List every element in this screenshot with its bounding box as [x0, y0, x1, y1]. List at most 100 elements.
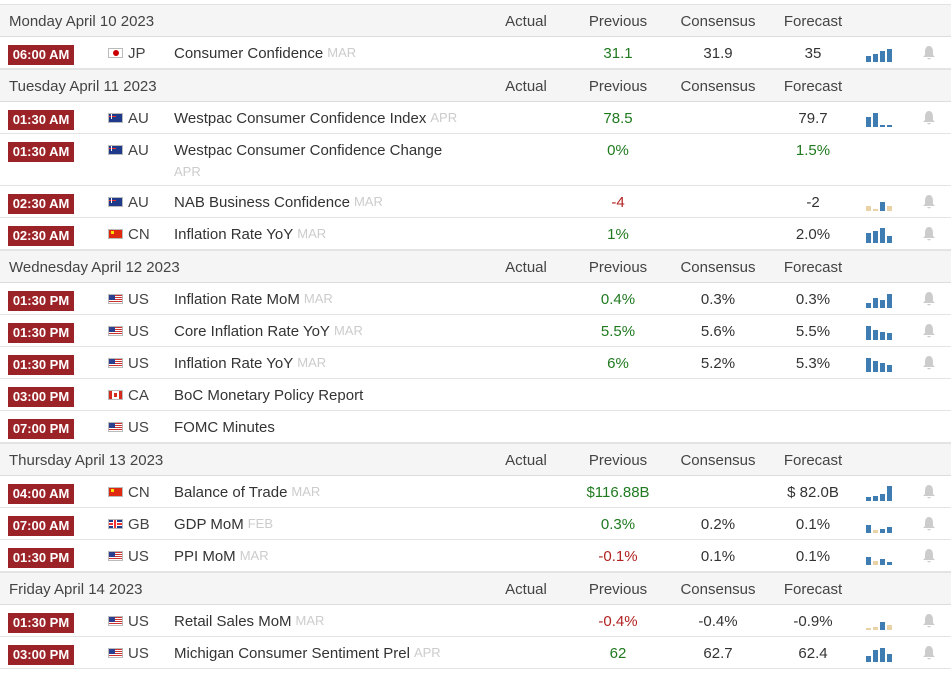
previous-value: 62: [609, 645, 627, 662]
sparkline-bar: [880, 51, 885, 62]
sparkline-bar: [880, 228, 885, 243]
bell-icon[interactable]: [922, 516, 936, 532]
event-row[interactable]: 01:30 PM US PPI MoM MAR -0.1% 0.1% 0.1%: [0, 540, 951, 572]
bell-icon[interactable]: [922, 355, 936, 371]
bell-icon[interactable]: [922, 110, 936, 126]
event-row[interactable]: 01:30 PM US Retail Sales MoM MAR -0.4% -0.4% -…: [0, 605, 951, 637]
event-row[interactable]: 04:00 AM CN Balance of Trade MAR $116.88B $ 8…: [0, 476, 951, 508]
event-row[interactable]: 02:30 AM AU NAB Business Confidence MAR -4 -2: [0, 186, 951, 218]
time-badge: 01:30 AM: [8, 110, 74, 130]
bell-icon[interactable]: [922, 226, 936, 242]
column-header-forecast: Forecast: [783, 452, 843, 469]
time-badge: 07:00 AM: [8, 516, 74, 536]
event-row[interactable]: 07:00 PM US FOMC Minutes: [0, 411, 951, 443]
country-code: CN: [128, 226, 150, 243]
consensus-value: -0.4%: [698, 613, 738, 630]
flag-us-icon: [108, 422, 123, 432]
event-name[interactable]: Inflation Rate YoY MAR: [174, 355, 327, 372]
event-row[interactable]: 01:30 AM AU Westpac Consumer Confidence In…: [0, 102, 951, 134]
event-row[interactable]: 01:30 PM US Inflation Rate YoY MAR 6% 5.2% 5.3…: [0, 347, 951, 379]
sparkline-bar: [873, 561, 878, 565]
event-row[interactable]: 07:00 AM GB GDP MoM FEB 0.3% 0.2% 0.1%: [0, 508, 951, 540]
forecast-value: 5.5%: [795, 323, 831, 340]
consensus-value: 5.6%: [700, 323, 736, 340]
event-name[interactable]: Balance of Trade MAR: [174, 484, 321, 501]
event-name[interactable]: GDP MoM FEB: [174, 516, 274, 533]
sparkline-bar: [880, 202, 885, 211]
sparkline-bar: [880, 559, 885, 565]
flag-us-icon: [108, 616, 123, 626]
event-name[interactable]: Inflation Rate YoY MAR: [174, 226, 327, 243]
forecast-value: 35: [804, 45, 822, 62]
event-row[interactable]: 03:00 PM CA BoC Monetary Policy Report: [0, 379, 951, 411]
sparkline-bar: [873, 361, 878, 372]
country-code: US: [128, 419, 149, 436]
event-row[interactable]: 06:00 AM JP Consumer Confidence MAR 31.1 31.9…: [0, 37, 951, 69]
event-name[interactable]: Westpac Consumer Confidence Index APR: [174, 110, 458, 127]
sparkline-bar: [887, 294, 892, 308]
column-header-actual: Actual: [505, 259, 547, 276]
event-name[interactable]: Westpac Consumer Confidence Change: [174, 142, 443, 159]
event-name[interactable]: Michigan Consumer Sentiment Prel APR: [174, 645, 441, 662]
column-header-forecast: Forecast: [783, 581, 843, 598]
forecast-value: 0.1%: [795, 548, 831, 565]
event-name[interactable]: Consumer Confidence MAR: [174, 45, 357, 62]
sparkline-bar: [866, 56, 871, 62]
event-name[interactable]: Core Inflation Rate YoY MAR: [174, 323, 363, 340]
sparkline-bar: [866, 326, 871, 340]
event-name[interactable]: PPI MoM MAR: [174, 548, 269, 565]
event-name[interactable]: NAB Business Confidence MAR: [174, 194, 383, 211]
consensus-value: 0.3%: [700, 291, 736, 308]
column-header-previous: Previous: [588, 259, 648, 276]
event-name[interactable]: Inflation Rate MoM MAR: [174, 291, 333, 308]
sparkline-chart: [866, 648, 892, 662]
sparkline-bar: [887, 625, 892, 630]
event-row[interactable]: 01:30 AM AU Westpac Consumer Confidence Ch…: [0, 134, 951, 186]
sparkline-bar: [873, 298, 878, 308]
time-badge: 01:30 PM: [8, 613, 74, 633]
sparkline-bar: [873, 650, 878, 662]
sparkline-chart: [866, 294, 892, 308]
sparkline-bar: [866, 557, 871, 565]
previous-value: -4: [611, 194, 625, 211]
event-name[interactable]: FOMC Minutes: [174, 419, 275, 436]
bell-icon[interactable]: [922, 45, 936, 61]
previous-value: 0.3%: [600, 516, 636, 533]
time-badge: 02:30 AM: [8, 194, 74, 214]
bell-icon[interactable]: [922, 548, 936, 564]
event-row[interactable]: 01:30 PM US Core Inflation Rate YoY MAR 5.5%…: [0, 315, 951, 347]
day-header: Thursday April 13 2023 Actual Previous Cons…: [0, 443, 951, 476]
reference-period: FEB: [247, 516, 274, 531]
bell-icon[interactable]: [922, 194, 936, 210]
sparkline-chart: [866, 358, 892, 372]
sparkline-chart: [866, 557, 892, 565]
bell-icon[interactable]: [922, 645, 936, 661]
day-header: Wednesday April 12 2023 Actual Previous Con…: [0, 250, 951, 283]
column-header-forecast: Forecast: [783, 13, 843, 30]
event-name[interactable]: BoC Monetary Policy Report: [174, 387, 364, 404]
sparkline-bar: [873, 627, 878, 630]
consensus-value: 62.7: [703, 645, 733, 662]
event-name[interactable]: Retail Sales MoM MAR: [174, 613, 325, 630]
time-badge: 03:00 PM: [8, 645, 74, 665]
reference-period: MAR: [303, 291, 333, 306]
forecast-value: 0.3%: [795, 291, 831, 308]
sparkline-bar: [887, 486, 892, 501]
reference-period: APR: [430, 110, 458, 125]
previous-value: $116.88B: [586, 484, 650, 501]
sparkline-bar: [866, 358, 871, 372]
country-code: US: [128, 355, 149, 372]
bell-icon[interactable]: [922, 484, 936, 500]
time-badge: 01:30 PM: [8, 548, 74, 568]
bell-icon[interactable]: [922, 323, 936, 339]
sparkline-bar: [880, 125, 885, 127]
bell-icon[interactable]: [922, 613, 936, 629]
event-row[interactable]: 01:30 PM US Inflation Rate MoM MAR 0.4% 0.3% 0…: [0, 283, 951, 315]
event-row[interactable]: 02:30 AM CN Inflation Rate YoY MAR 1% 2.0%: [0, 218, 951, 250]
sparkline-bar: [887, 562, 892, 565]
time-badge: 01:30 PM: [8, 291, 74, 311]
event-row[interactable]: 03:00 PM US Michigan Consumer Sentiment Pr…: [0, 637, 951, 669]
time-badge: 07:00 PM: [8, 419, 74, 439]
bell-icon[interactable]: [922, 291, 936, 307]
column-header-previous: Previous: [588, 13, 648, 30]
